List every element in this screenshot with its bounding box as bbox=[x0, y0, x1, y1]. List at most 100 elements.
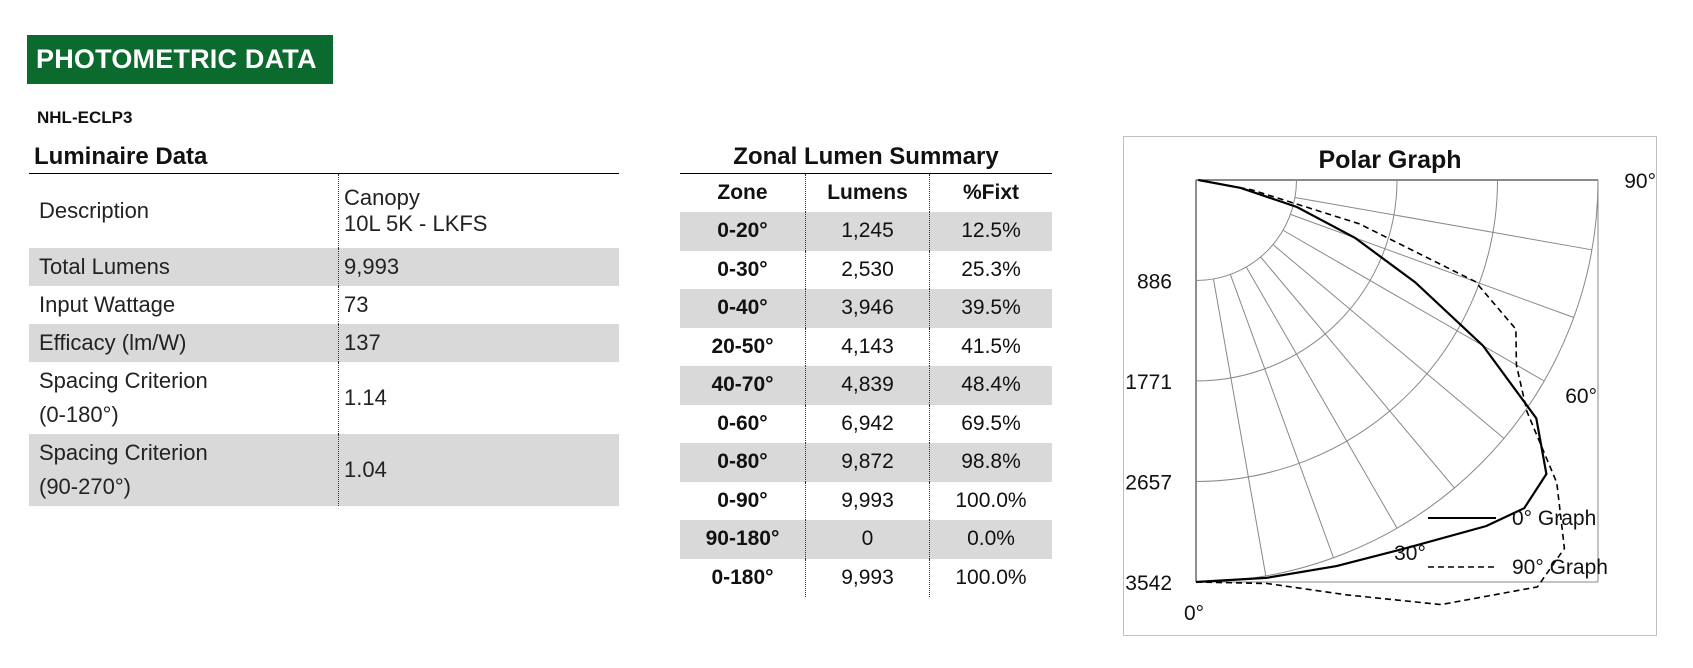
pct-fixture-cell: 100.0% bbox=[929, 558, 1052, 597]
pct-fixture-column-header: %Fixt bbox=[929, 174, 1052, 212]
spacing-criterion-0-180-label: Spacing Criterion (0-180°) bbox=[29, 362, 338, 434]
zonal-row: 0-90° 9,993 100.0% bbox=[680, 481, 1052, 520]
model-number: NHL-ECLP3 bbox=[37, 108, 133, 127]
zone-cell: 90-180° bbox=[705, 527, 780, 551]
spacing-criterion-90-270-value: 1.04 bbox=[338, 434, 619, 506]
description-line-2: 10L 5K - LKFS bbox=[344, 211, 488, 236]
efficacy-value: 137 bbox=[338, 324, 619, 362]
legend-label: 90° Graph bbox=[1512, 556, 1608, 579]
zone-cell: 40-70° bbox=[711, 373, 774, 397]
zone-cell: 0-40° bbox=[717, 296, 768, 320]
total-lumens-label: Total Lumens bbox=[39, 254, 170, 279]
polar-graph-title: Polar Graph bbox=[1318, 146, 1462, 174]
polar-radial-tick-label: 886 bbox=[1137, 271, 1172, 294]
zonal-rows: 0-20° 1,245 12.5% 0-30° 2,530 25.3% 0-40° 3,946… bbox=[680, 212, 1052, 597]
sc2-label-line-2: (90-270°) bbox=[39, 474, 131, 499]
polar-angle-label: 60° bbox=[1565, 385, 1597, 408]
polar-grid-spoke bbox=[1282, 229, 1545, 382]
sc1-label-line-2: (0-180°) bbox=[39, 402, 119, 427]
zone-cell: 0-80° bbox=[717, 450, 768, 474]
efficacy-label: Efficacy (lm/W) bbox=[39, 330, 187, 355]
zonal-header-row: Zone Lumens %Fixt bbox=[680, 174, 1052, 212]
zonal-row: 0-30° 2,530 25.3% bbox=[680, 250, 1052, 289]
zonal-row: 0-60° 6,942 69.5% bbox=[680, 404, 1052, 443]
lumens-cell: 2,530 bbox=[805, 250, 929, 289]
lumens-cell: 9,872 bbox=[805, 443, 929, 482]
zone-cell: 0-30° bbox=[717, 257, 768, 281]
row-description: Description Canopy 10L 5K - LKFS bbox=[29, 174, 619, 248]
polar-grid-arc bbox=[1195, 179, 1398, 382]
luminaire-data-table: Luminaire Data Description Canopy 10L 5K… bbox=[29, 141, 619, 506]
polar-grid-arc bbox=[1195, 179, 1498, 482]
description-label: Description bbox=[39, 198, 150, 223]
description-value: Canopy 10L 5K - LKFS bbox=[338, 174, 619, 248]
row-spacing-criterion-0-180: Spacing Criterion (0-180°) 1.14 bbox=[29, 362, 619, 434]
spacing-criterion-90-270-label: Spacing Criterion (90-270°) bbox=[29, 434, 338, 506]
polar-angle-label: 0° bbox=[1184, 602, 1204, 625]
polar-grid-spoke bbox=[1294, 196, 1592, 251]
luminaire-data-title: Luminaire Data bbox=[29, 141, 619, 174]
zonal-row: 0-80° 9,872 98.8% bbox=[680, 443, 1052, 482]
zone-cell: 0-180° bbox=[711, 565, 774, 589]
legend-label: 0° Graph bbox=[1512, 507, 1596, 530]
pct-fixture-cell: 0.0% bbox=[929, 520, 1052, 559]
zonal-row: 20-50° 4,143 41.5% bbox=[680, 327, 1052, 366]
zonal-row: 0-180° 9,993 100.0% bbox=[680, 558, 1052, 597]
zonal-summary-title: Zonal Lumen Summary bbox=[680, 141, 1052, 174]
pct-fixture-cell: 69.5% bbox=[929, 404, 1052, 443]
zonal-row: 0-20° 1,245 12.5% bbox=[680, 212, 1052, 251]
zone-cell: 0-20° bbox=[717, 219, 768, 243]
polar-radial-tick-label: 2657 bbox=[1125, 472, 1172, 495]
description-line-1: Canopy bbox=[344, 185, 420, 210]
row-spacing-criterion-90-270: Spacing Criterion (90-270°) 1.04 bbox=[29, 434, 619, 506]
pct-fixture-cell: 39.5% bbox=[929, 289, 1052, 328]
sc1-label-line-1: Spacing Criterion bbox=[39, 368, 208, 393]
zone-cell: 20-50° bbox=[711, 334, 774, 358]
polar-grid-spoke bbox=[1245, 266, 1398, 529]
total-lumens-value: 9,993 bbox=[338, 248, 619, 286]
zonal-row: 0-40° 3,946 39.5% bbox=[680, 289, 1052, 328]
row-total-lumens: Total Lumens 9,993 bbox=[29, 248, 619, 286]
pct-fixture-cell: 48.4% bbox=[929, 366, 1052, 405]
polar-grid-arc bbox=[1195, 179, 1297, 281]
polar-grid-spoke bbox=[1260, 256, 1455, 489]
zonal-lumen-summary-table: Zonal Lumen Summary Zone Lumens %Fixt 0-… bbox=[680, 141, 1052, 597]
lumens-cell: 6,942 bbox=[805, 404, 929, 443]
input-wattage-label: Input Wattage bbox=[39, 292, 176, 317]
zonal-row: 90-180° 0 0.0% bbox=[680, 520, 1052, 559]
input-wattage-value: 73 bbox=[338, 286, 619, 324]
polar-angle-label: 30° bbox=[1394, 542, 1426, 565]
polar-graph-frame bbox=[1123, 136, 1657, 636]
lumens-cell: 9,993 bbox=[805, 481, 929, 520]
polar-grid-spoke bbox=[1229, 274, 1334, 558]
polar-grid-spoke bbox=[1212, 278, 1267, 576]
polar-series-90-curve bbox=[1195, 179, 1566, 606]
zone-cell: 0-60° bbox=[717, 411, 768, 435]
lumens-cell: 4,143 bbox=[805, 327, 929, 366]
lumens-cell: 9,993 bbox=[805, 558, 929, 597]
zone-cell: 0-90° bbox=[717, 488, 768, 512]
pct-fixture-cell: 12.5% bbox=[929, 212, 1052, 251]
polar-series-0-curve bbox=[1195, 178, 1548, 584]
polar-radial-tick-label: 1771 bbox=[1125, 371, 1172, 394]
page-banner: PHOTOMETRIC DATA bbox=[27, 35, 333, 84]
pct-fixture-cell: 100.0% bbox=[929, 481, 1052, 520]
lumens-cell: 4,839 bbox=[805, 366, 929, 405]
polar-grid-spoke bbox=[1290, 213, 1574, 318]
pct-fixture-cell: 25.3% bbox=[929, 250, 1052, 289]
polar-angle-label: 90° bbox=[1624, 170, 1656, 193]
row-input-wattage: Input Wattage 73 bbox=[29, 286, 619, 324]
lumens-column-header: Lumens bbox=[805, 174, 929, 212]
lumens-cell: 3,946 bbox=[805, 289, 929, 328]
spacing-criterion-0-180-value: 1.14 bbox=[338, 362, 619, 434]
pct-fixture-cell: 41.5% bbox=[929, 327, 1052, 366]
pct-fixture-cell: 98.8% bbox=[929, 443, 1052, 482]
polar-grid-arc bbox=[1195, 179, 1599, 583]
row-efficacy: Efficacy (lm/W) 137 bbox=[29, 324, 619, 362]
polar-grid-spoke bbox=[1272, 244, 1505, 439]
polar-radial-tick-label: 3542 bbox=[1125, 572, 1172, 595]
lumens-cell: 0 bbox=[805, 520, 929, 559]
sc2-label-line-1: Spacing Criterion bbox=[39, 440, 208, 465]
lumens-cell: 1,245 bbox=[805, 212, 929, 251]
